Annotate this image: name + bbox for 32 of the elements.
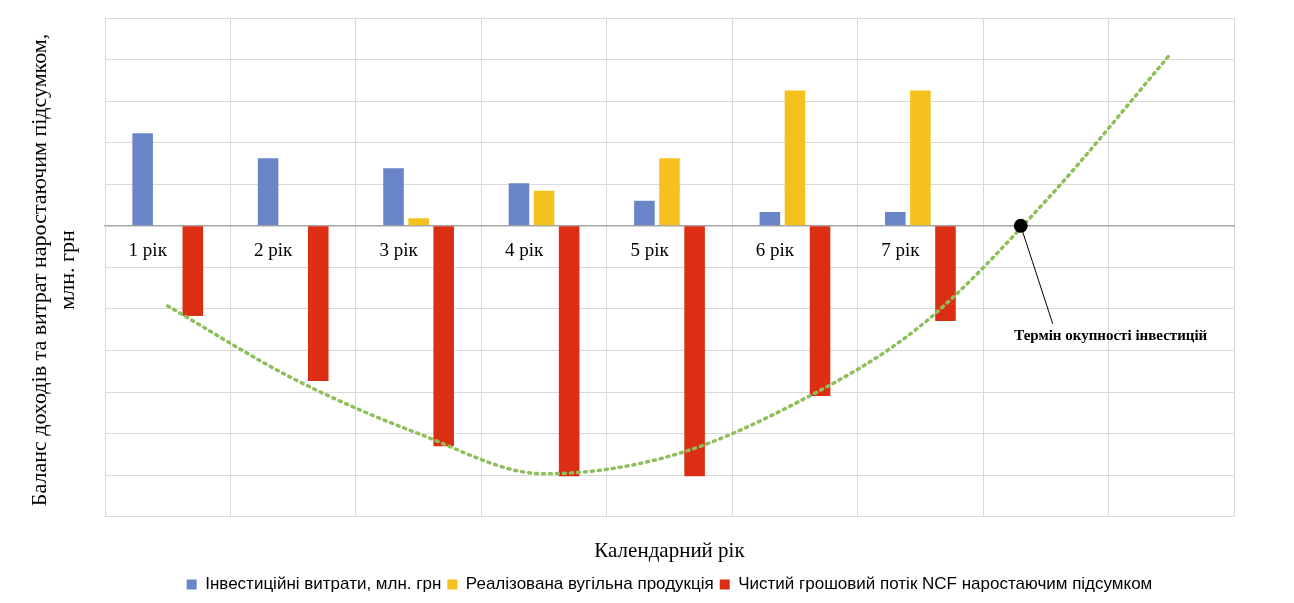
bar: [885, 212, 906, 226]
x-tick-label: 5 рік: [630, 239, 670, 261]
bar: [910, 90, 931, 226]
bar: [257, 158, 279, 226]
bar: [433, 226, 454, 447]
x-tick-label: 3 рік: [379, 239, 419, 261]
annotation: Термін окупності інвестицій: [1014, 326, 1208, 343]
bar: [533, 190, 555, 226]
bar: [935, 226, 956, 321]
x-axis-title: Календарний рік: [594, 537, 746, 562]
bar: [784, 90, 806, 226]
bar: [307, 226, 329, 382]
bar: [558, 226, 580, 477]
bar: [634, 200, 655, 226]
x-tick-label: 2 рік: [254, 239, 294, 261]
bar: [659, 158, 680, 226]
bar: [759, 212, 781, 226]
legend-label: Реалізована вугільна продукція: [465, 574, 714, 594]
x-tick-label: 1 рік: [128, 239, 168, 261]
bar: [809, 226, 831, 397]
x-tick-label: 6 рік: [755, 239, 795, 261]
bar: [182, 226, 204, 316]
bar: [408, 218, 429, 226]
bar: [684, 226, 705, 477]
bar: [508, 183, 530, 226]
legend-label: Чистий грошовий потік NCF наростаючим підсумком: [738, 574, 1153, 594]
x-tick-label: 7 рік: [881, 239, 921, 261]
bar: [132, 133, 153, 226]
y-axis-title: Баланс доходів та витрат наростаючим підсумком, млн. грн: [25, 32, 80, 509]
x-tick-label: 4 рік: [504, 239, 544, 261]
bar: [383, 168, 404, 226]
legend-label: Інвестиційні витрати, млн. грн: [205, 574, 442, 594]
